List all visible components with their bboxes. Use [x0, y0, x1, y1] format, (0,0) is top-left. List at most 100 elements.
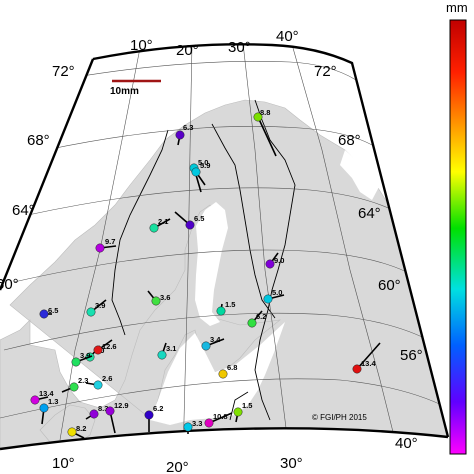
station-marker: 3.1	[157, 342, 176, 360]
station-dot	[149, 223, 159, 233]
station-marker: 1.5	[233, 401, 252, 423]
station-value-label: 3.4	[210, 335, 221, 344]
station-value-label: 2.3	[78, 376, 88, 385]
station-marker: 6.5	[174, 211, 204, 230]
station-marker: 6.2	[247, 310, 266, 328]
station-value-label: 1.5	[225, 300, 235, 309]
station-marker: 5.9	[191, 161, 210, 186]
station-dot	[157, 350, 167, 360]
station-dot	[185, 220, 195, 230]
station-value-label: 6.5	[48, 306, 58, 315]
station-dot	[93, 345, 103, 355]
station-dot	[218, 369, 228, 379]
station-dot	[265, 259, 275, 269]
lat-label-right-60: 60°	[378, 277, 401, 294]
lat-label-right-56: 56°	[400, 347, 423, 364]
station-value-label: 3.9	[95, 301, 105, 310]
station-dot	[144, 410, 154, 420]
lon-label-bottom-20: 20°	[166, 459, 189, 474]
station-value-label: 8.3	[98, 404, 108, 413]
station-value-label: 6.3	[183, 123, 193, 132]
land-layer	[0, 44, 448, 449]
station-value-label: 9.0	[274, 256, 284, 265]
station-value-label: 1.3	[48, 397, 58, 406]
lat-label-right-68: 68°	[338, 132, 361, 149]
station-value-label: 12.6	[102, 342, 117, 351]
station-dot	[30, 395, 40, 405]
map-frame	[92, 43, 450, 438]
station-dot	[216, 306, 226, 316]
station-displacement-vector	[356, 342, 381, 370]
station-value-label: 3.3	[192, 419, 202, 428]
lon-label-top-10: 10°	[130, 37, 153, 54]
station-marker: 8.8	[253, 108, 277, 157]
lat-label-left-64: 64°	[12, 202, 35, 219]
station-dot	[352, 364, 362, 374]
oland	[150, 356, 156, 380]
station-value-label: 3.6	[160, 293, 170, 302]
station-marker: 3.3	[183, 419, 202, 434]
station-dot	[39, 403, 49, 413]
station-dot	[71, 357, 81, 367]
gotland	[165, 335, 176, 362]
station-dot	[247, 318, 257, 328]
station-marker: 1.5	[216, 300, 235, 316]
lon-label-bottom-30: 30°	[280, 455, 303, 472]
station-value-label: 3.1	[166, 344, 176, 353]
station-value-label: 5.9	[200, 161, 210, 170]
station-dot	[175, 130, 185, 140]
station-dot	[183, 422, 193, 432]
station-value-label: 6.5	[194, 214, 204, 223]
station-marker: 12.6	[93, 339, 117, 355]
station-dot	[89, 409, 99, 419]
lat-label-right-64: 64°	[358, 205, 381, 222]
station-value-label: 13.4	[361, 359, 376, 368]
station-marker: 6.2	[144, 404, 163, 432]
station-dot	[191, 167, 201, 177]
station-value-label: 12.9	[114, 401, 129, 410]
lon-label-bottom-40: 40°	[395, 435, 418, 452]
station-marker: 2.3	[61, 376, 88, 393]
map-frame-bottom	[0, 427, 449, 451]
lat-label-left-68: 68°	[27, 132, 50, 149]
station-marker: 3.9	[71, 351, 93, 367]
scale-bar-label: 10mm	[110, 86, 139, 97]
lat-label-left-60: 60°	[0, 276, 19, 293]
station-dot	[253, 112, 263, 122]
lon-label-bottom-10: 10°	[52, 455, 75, 472]
station-dot	[151, 296, 161, 306]
lon-label-top-20: 20°	[176, 42, 199, 59]
station-dot	[39, 309, 49, 319]
station-marker: 8.2	[67, 424, 86, 439]
baltic-sea	[150, 322, 285, 425]
station-dot	[263, 294, 273, 304]
station-marker: 3.9	[86, 299, 107, 317]
station-marker: 3.6	[147, 290, 170, 306]
credit-text: © FGI/PH 2015	[312, 413, 367, 422]
station-marker: 2.1	[149, 217, 171, 233]
station-marker: 6.8	[218, 363, 237, 379]
station-marker: 3.4	[201, 335, 225, 351]
station-marker: 6.5	[39, 306, 58, 319]
station-marker: 6.3	[175, 123, 193, 146]
lat-label-left-72: 72°	[52, 63, 75, 80]
station-marker: 2.6	[85, 374, 112, 390]
north-coast-sea	[0, 44, 360, 290]
station-dot	[233, 407, 243, 417]
station-value-label: 13.4	[39, 389, 54, 398]
station-marker: 12.9	[105, 401, 129, 434]
colorbar	[449, 19, 467, 455]
station-marker: 8.3	[85, 404, 108, 420]
lon-label-top-40: 40°	[276, 28, 299, 45]
station-marker: 1.3	[39, 397, 58, 425]
station-value-label: 8.2	[76, 424, 86, 433]
station-value-label: 2.1	[158, 217, 168, 226]
station-value-label: 6.2	[256, 312, 266, 321]
station-dot	[201, 341, 211, 351]
station-dot	[95, 243, 105, 253]
map-frame-left	[0, 58, 95, 291]
station-value-label: 1.5	[242, 401, 252, 410]
station-marker: 13.4	[30, 389, 54, 405]
lon-label-top-30: 30°	[228, 39, 251, 56]
